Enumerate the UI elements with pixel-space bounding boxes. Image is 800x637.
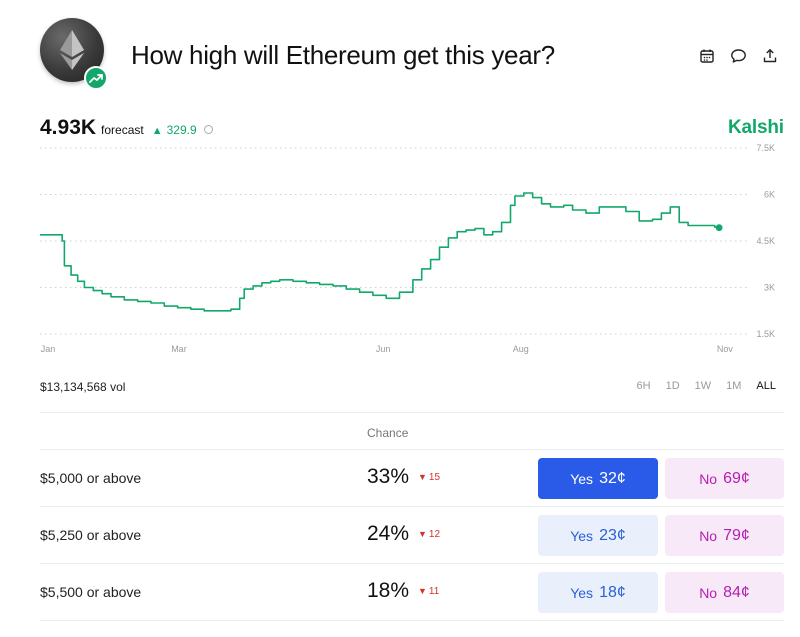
y-tick-label: 3K <box>764 283 775 293</box>
chance-delta: ▼ 11 <box>418 586 439 597</box>
y-tick-label: 1.5K <box>756 329 775 339</box>
chart-grid <box>40 147 748 335</box>
x-tick-label: Jun <box>376 344 391 354</box>
time-range-selector: 6H 1D 1W 1M ALL <box>622 380 776 392</box>
buy-no-button[interactable]: No 69¢ <box>665 458 784 499</box>
x-tick-label: Mar <box>171 344 187 354</box>
trending-up-icon <box>84 66 108 90</box>
outcome-chance: 18% <box>367 579 410 602</box>
outcome-chance: 33% <box>367 465 410 488</box>
outcome-chance: 24% <box>367 522 410 545</box>
no-label: No <box>699 527 718 544</box>
ethereum-logo <box>40 18 108 90</box>
market-header: How high will Ethereum get this year? <box>0 0 800 110</box>
buy-no-button[interactable]: No 79¢ <box>665 515 784 556</box>
yes-price: 32¢ <box>599 469 626 487</box>
volume-text: $13,134,568 vol <box>40 380 126 394</box>
y-axis: 7.5K 6K 4.5K 3K 1.5K <box>756 143 775 339</box>
down-arrow-icon: ▼ <box>418 529 427 539</box>
up-arrow-icon: ▲ <box>151 125 163 137</box>
outcome-row: $5,500 or above 18% ▼ 11 Yes 18¢ No 84¢ <box>40 564 784 621</box>
outcome-row: $5,000 or above 33% ▼ 15 Yes 32¢ No 69¢ <box>40 450 784 507</box>
no-price: 79¢ <box>723 526 750 544</box>
outcome-row: $5,250 or above 24% ▼ 12 Yes 23¢ No 79¢ <box>40 507 784 564</box>
yes-price: 18¢ <box>599 583 626 601</box>
forecast-label: forecast <box>101 123 144 137</box>
delta-value: 11 <box>428 586 440 597</box>
forecast-value: 4.93K <box>40 116 97 139</box>
x-tick-label: Nov <box>717 344 734 354</box>
divider <box>40 620 784 621</box>
no-label: No <box>699 584 718 601</box>
y-tick-label: 7.5K <box>756 143 775 153</box>
buy-yes-button[interactable]: Yes 18¢ <box>538 572 658 613</box>
delta-value: 15 <box>428 472 441 483</box>
price-chart: 7.5K 6K 4.5K 3K 1.5K Jan Mar Jun Aug Nov <box>40 143 775 354</box>
outcome-label: $5,000 or above <box>40 470 142 486</box>
range-all-button[interactable]: ALL <box>756 380 776 392</box>
no-label: No <box>699 470 718 487</box>
no-price: 69¢ <box>723 469 750 487</box>
comment-icon[interactable] <box>729 47 747 65</box>
x-tick-label: Aug <box>513 344 529 354</box>
y-tick-label: 6K <box>764 190 775 200</box>
price-line <box>40 192 720 312</box>
forecast-summary: 4.93K forecast ▲ 329.9 <box>40 116 213 140</box>
chance-column-header: Chance <box>367 426 409 440</box>
down-arrow-icon: ▼ <box>418 472 427 482</box>
x-axis: Jan Mar Jun Aug Nov <box>41 344 734 354</box>
delta-value: 12 <box>428 529 441 540</box>
chance-delta: ▼ 15 <box>418 472 440 483</box>
divider <box>40 412 784 413</box>
yes-price: 23¢ <box>599 526 626 544</box>
range-1m-button[interactable]: 1M <box>726 380 742 392</box>
calendar-icon[interactable] <box>698 47 716 65</box>
x-tick-label: Jan <box>41 344 56 354</box>
chance-delta: ▼ 12 <box>418 529 440 540</box>
range-6h-button[interactable]: 6H <box>636 380 651 392</box>
brand-logo[interactable]: Kalshi <box>728 117 784 138</box>
yes-label: Yes <box>570 527 594 544</box>
range-1d-button[interactable]: 1D <box>665 380 680 392</box>
ethereum-coin-icon <box>40 18 104 82</box>
buy-no-button[interactable]: No 84¢ <box>665 572 784 613</box>
yes-label: Yes <box>570 470 594 487</box>
current-point <box>715 224 723 232</box>
info-icon[interactable] <box>203 125 213 134</box>
divider <box>40 449 784 450</box>
y-tick-label: 4.5K <box>756 236 775 246</box>
outcome-label: $5,250 or above <box>40 527 142 543</box>
no-price: 84¢ <box>723 583 750 601</box>
down-arrow-icon: ▼ <box>418 586 427 596</box>
page-title: How high will Ethereum get this year? <box>131 40 555 70</box>
forecast-change: 329.9 <box>166 123 197 137</box>
series-layer <box>40 192 723 312</box>
outcome-label: $5,500 or above <box>40 584 142 600</box>
divider <box>40 563 784 564</box>
divider <box>40 506 784 507</box>
buy-yes-button[interactable]: Yes 23¢ <box>538 515 658 556</box>
share-icon[interactable] <box>761 47 779 65</box>
buy-yes-button[interactable]: Yes 32¢ <box>538 458 658 499</box>
range-1w-button[interactable]: 1W <box>694 380 712 392</box>
yes-label: Yes <box>570 584 594 601</box>
